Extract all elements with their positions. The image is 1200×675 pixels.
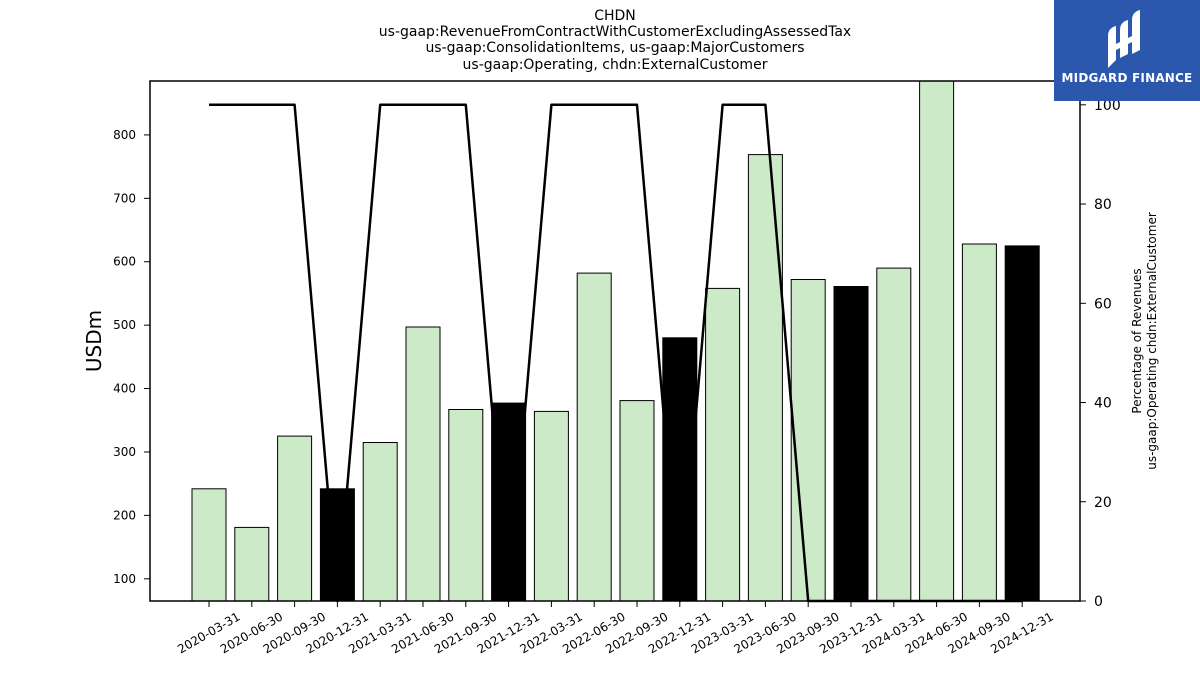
y2-tick-label-100: 100 (1094, 98, 1121, 114)
bar-2021-09-30 (448, 409, 484, 602)
y2-axis-label-line-1: Percentage of Revenues (1130, 268, 1144, 413)
title-line-4: us-gaap:Operating, chdn:ExternalCustomer (463, 57, 768, 73)
bar-2023-03-31 (705, 287, 741, 602)
y-tick-label-700: 700 (113, 191, 136, 205)
y2-axis-label: Percentage of Revenues us-gaap:Operating… (1130, 212, 1159, 470)
plot-frame (149, 80, 1081, 602)
y2-tick-label-20: 20 (1094, 495, 1112, 511)
bar-2024-03-31 (876, 267, 912, 602)
bar-2020-03-31 (191, 488, 227, 602)
midgard-logo-icon (1108, 10, 1140, 68)
bars (191, 80, 1040, 602)
right-y-axis: 0 20 40 60 80 100 (1080, 98, 1121, 610)
midgard-finance-logo: MIDGARD FINANCE (1054, 0, 1200, 101)
y-tick-label-200: 200 (113, 508, 136, 522)
title-line-2: us-gaap:RevenueFromContractWithCustomerE… (379, 24, 851, 40)
y-axis-label: USDm (82, 310, 106, 372)
bar-2024-06-30 (919, 80, 955, 602)
bar-2022-09-30 (619, 400, 655, 602)
title-line-3: us-gaap:ConsolidationItems, us-gaap:Majo… (425, 40, 804, 56)
bar-2024-12-31 (1004, 245, 1040, 602)
y2-tick-label-60: 60 (1094, 296, 1112, 312)
bar-2022-03-31 (533, 410, 569, 602)
bar-2021-12-31 (491, 402, 527, 602)
y2-tick-label-80: 80 (1094, 197, 1112, 213)
bar-2023-06-30 (747, 154, 783, 602)
x-axis: 2020-03-312020-06-302020-09-302020-12-31… (175, 601, 1056, 656)
y-tick-label-500: 500 (113, 318, 136, 332)
bar-2023-09-30 (790, 279, 826, 602)
bar-2021-06-30 (405, 326, 441, 602)
left-y-axis: 100 200 300 400 500 600 700 800 (113, 128, 150, 586)
bar-2022-06-30 (576, 272, 612, 602)
bar-2021-03-31 (362, 442, 398, 602)
y-tick-label-400: 400 (113, 382, 136, 396)
y-tick-label-600: 600 (113, 255, 136, 269)
y2-tick-label-0: 0 (1094, 594, 1103, 610)
bar-2020-06-30 (234, 526, 270, 602)
y-tick-label-100: 100 (113, 572, 136, 586)
logo-text: MIDGARD FINANCE (1061, 71, 1193, 85)
bar-2023-12-31 (833, 286, 869, 602)
y-tick-label-800: 800 (113, 128, 136, 142)
bar-2020-09-30 (277, 435, 313, 602)
y2-tick-label-40: 40 (1094, 396, 1112, 412)
bar-2020-12-31 (319, 488, 355, 602)
chart-title: CHDN us-gaap:RevenueFromContractWithCust… (379, 8, 851, 73)
title-line-1: CHDN (594, 8, 636, 24)
y-tick-label-300: 300 (113, 445, 136, 459)
bar-2024-09-30 (961, 243, 997, 602)
y2-axis-label-line-2: us-gaap:Operating chdn:ExternalCustomer (1145, 212, 1159, 470)
